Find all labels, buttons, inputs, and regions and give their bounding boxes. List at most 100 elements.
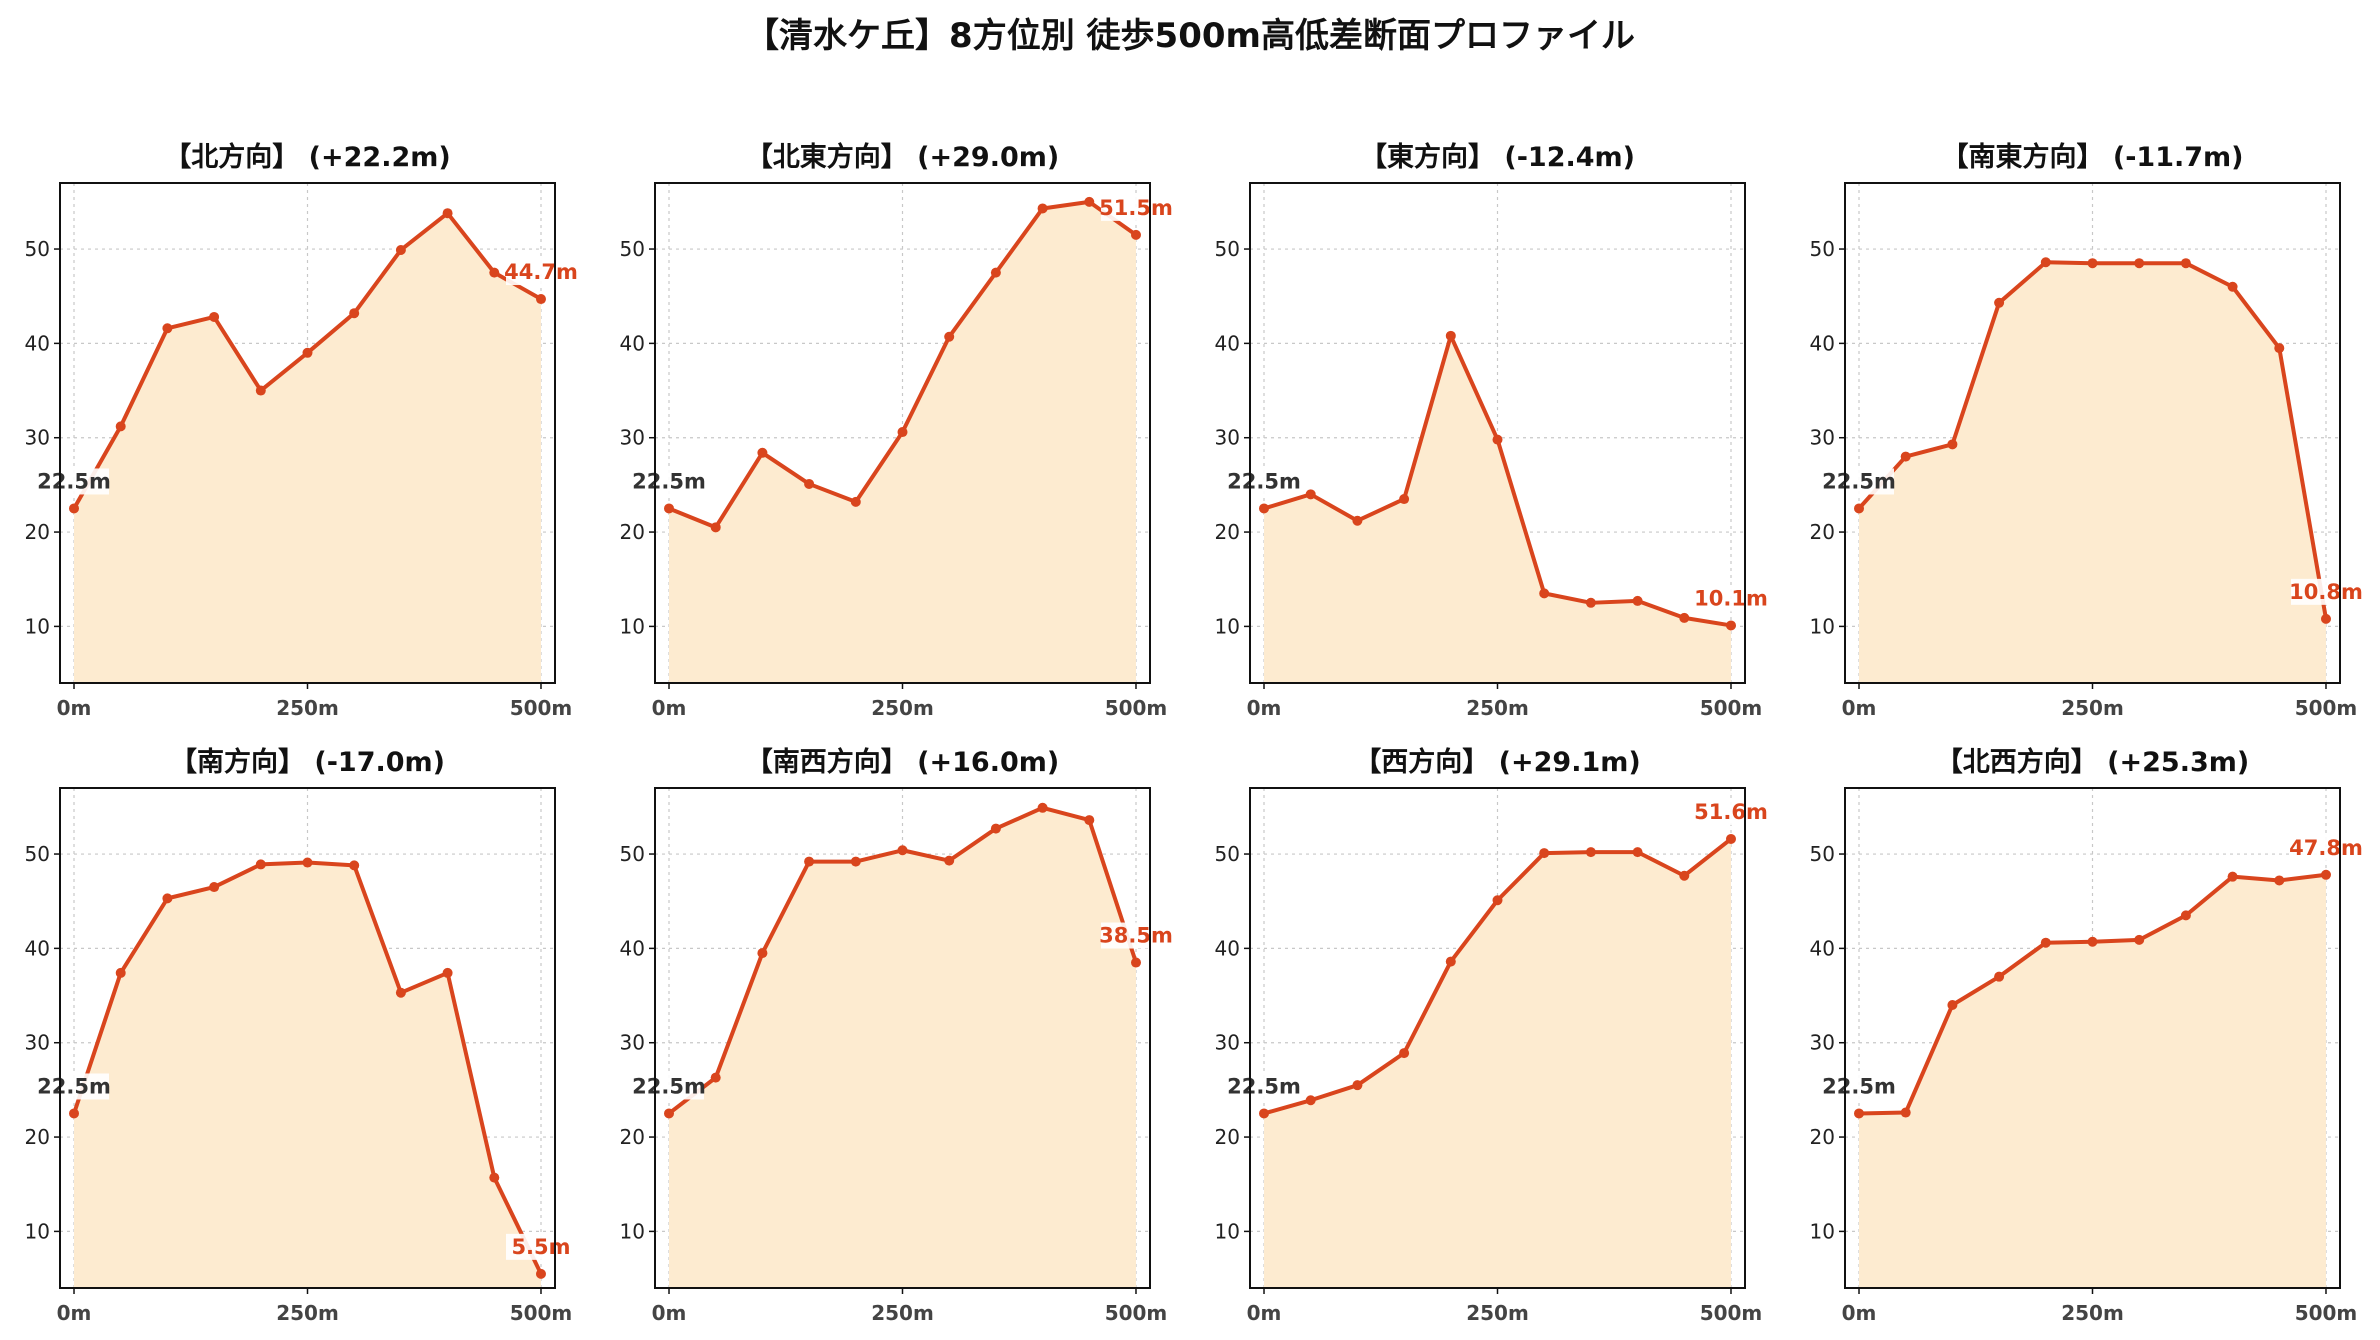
x-tick-label: 500m <box>510 1301 573 1325</box>
data-point <box>1445 956 1456 967</box>
data-point <box>1947 439 1958 450</box>
data-point <box>115 421 126 432</box>
y-tick-label: 10 <box>1810 1219 1835 1243</box>
data-point <box>2180 910 2191 921</box>
data-point <box>1084 196 1095 207</box>
end-elevation-label: 51.6m <box>1694 800 1768 824</box>
y-tick-label: 20 <box>25 520 50 544</box>
data-point <box>442 967 453 978</box>
panel-title: 【北西方向】 (+25.3m) <box>1936 746 2249 778</box>
panel-title: 【北方向】 (+22.2m) <box>164 141 450 173</box>
y-tick-label: 40 <box>1215 936 1240 960</box>
data-point <box>1854 503 1865 514</box>
x-tick-label: 500m <box>1105 696 1168 720</box>
end-elevation-label: 38.5m <box>1099 924 1173 948</box>
data-point <box>1445 330 1456 341</box>
x-tick-label: 0m <box>1247 1301 1282 1325</box>
data-point <box>1259 503 1270 514</box>
data-point <box>2320 613 2331 624</box>
data-point <box>1399 1048 1410 1059</box>
data-point <box>757 948 768 959</box>
data-point <box>710 522 721 533</box>
elevation-area <box>1859 262 2326 683</box>
start-label-bg <box>41 468 110 495</box>
data-point <box>1352 1080 1363 1091</box>
end-label-bg <box>1100 194 1173 221</box>
data-point <box>535 1268 546 1279</box>
y-tick-label: 20 <box>1215 1125 1240 1149</box>
elevation-area <box>1264 838 1731 1288</box>
y-tick-label: 50 <box>1215 842 1240 866</box>
start-elevation-label: 22.5m <box>1227 1074 1301 1098</box>
y-tick-label: 50 <box>25 842 50 866</box>
data-point <box>255 385 266 396</box>
data-point <box>1352 515 1363 526</box>
data-point <box>2040 937 2051 948</box>
end-elevation-label: 10.1m <box>1694 586 1768 610</box>
panel-title: 【北東方向】 (+29.0m) <box>746 141 1059 173</box>
panel-title: 【南東方向】 (-11.7m) <box>1941 141 2243 173</box>
data-point <box>2227 871 2238 882</box>
y-tick-label: 30 <box>25 426 50 450</box>
y-tick-label: 50 <box>620 237 645 261</box>
data-point <box>944 855 955 866</box>
elevation-area <box>669 807 1136 1288</box>
end-label-bg <box>505 259 578 286</box>
x-tick-label: 0m <box>57 696 92 720</box>
y-tick-label: 10 <box>620 1219 645 1243</box>
y-tick-label: 50 <box>620 842 645 866</box>
y-tick-label: 40 <box>1810 331 1835 355</box>
end-elevation-label: 10.8m <box>2289 580 2363 604</box>
start-elevation-label: 22.5m <box>1822 1074 1896 1098</box>
panel-title: 【南西方向】 (+16.0m) <box>746 746 1059 778</box>
x-tick-label: 500m <box>1700 696 1763 720</box>
data-point <box>302 347 313 358</box>
data-point <box>1947 999 1958 1010</box>
start-elevation-label: 22.5m <box>1227 469 1301 493</box>
start-label-bg <box>636 468 705 495</box>
data-point <box>209 311 220 322</box>
x-tick-label: 0m <box>1842 1301 1877 1325</box>
end-elevation-label: 5.5m <box>511 1235 570 1259</box>
data-point <box>535 294 546 305</box>
y-tick-label: 40 <box>1215 331 1240 355</box>
data-point <box>710 1072 721 1083</box>
x-tick-label: 0m <box>1247 696 1282 720</box>
y-tick-label: 30 <box>1215 426 1240 450</box>
data-point <box>395 987 406 998</box>
data-point <box>664 1108 675 1119</box>
data-point <box>1539 588 1550 599</box>
data-point <box>1492 895 1503 906</box>
data-point <box>1130 957 1141 968</box>
y-tick-label: 20 <box>25 1125 50 1149</box>
y-tick-label: 30 <box>620 1031 645 1055</box>
x-tick-label: 250m <box>871 1301 934 1325</box>
y-tick-label: 10 <box>25 614 50 638</box>
x-tick-label: 500m <box>1105 1301 1168 1325</box>
end-label-bg <box>505 1233 578 1260</box>
x-tick-label: 500m <box>2295 696 2358 720</box>
start-elevation-label: 22.5m <box>37 1074 111 1098</box>
start-label-bg <box>41 1073 110 1100</box>
x-tick-label: 500m <box>2295 1301 2358 1325</box>
data-point <box>1725 833 1736 844</box>
y-tick-label: 10 <box>25 1219 50 1243</box>
y-tick-label: 20 <box>620 1125 645 1149</box>
start-label-bg <box>636 1073 705 1100</box>
data-point <box>1399 494 1410 505</box>
data-point <box>2087 258 2098 269</box>
end-elevation-label: 51.5m <box>1099 196 1173 220</box>
data-point <box>1679 870 1690 881</box>
y-tick-label: 30 <box>620 426 645 450</box>
elevation-area <box>74 213 541 684</box>
y-tick-label: 40 <box>620 936 645 960</box>
data-point <box>1539 848 1550 859</box>
start-elevation-label: 22.5m <box>632 1074 706 1098</box>
data-point <box>255 859 266 870</box>
data-point <box>1305 489 1316 500</box>
end-label-bg <box>1695 585 1768 612</box>
y-tick-label: 30 <box>25 1031 50 1055</box>
